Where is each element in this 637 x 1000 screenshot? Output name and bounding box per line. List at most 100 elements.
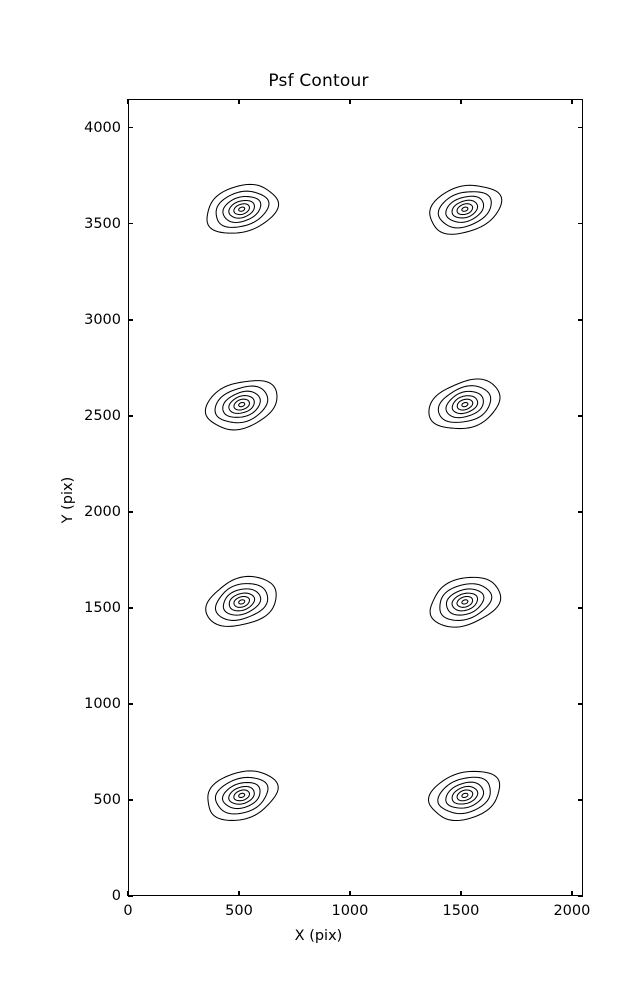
contour-ring bbox=[214, 583, 269, 621]
contour-ring bbox=[215, 190, 270, 228]
y-tick-label: 3500 bbox=[84, 215, 121, 232]
contour-ring bbox=[205, 575, 277, 627]
x-tick-label: 1500 bbox=[442, 903, 480, 919]
contour-ring bbox=[456, 398, 474, 411]
x-tick-mark bbox=[460, 891, 462, 896]
y-tick-mark-right bbox=[578, 703, 583, 705]
x-tick-mark bbox=[349, 891, 351, 896]
contour-ring bbox=[429, 184, 503, 235]
y-tick-label: 2500 bbox=[84, 407, 121, 424]
contour-ring bbox=[222, 588, 262, 616]
contour-ring bbox=[222, 390, 261, 418]
contour-ring bbox=[456, 595, 474, 608]
y-tick-mark bbox=[128, 511, 133, 513]
psf-contour-cluster bbox=[429, 576, 502, 628]
psf-contour-cluster bbox=[206, 183, 280, 234]
contour-ring bbox=[437, 385, 492, 423]
x-tick-mark-top bbox=[571, 99, 573, 104]
contour-ring bbox=[461, 599, 469, 605]
y-tick-mark bbox=[128, 895, 133, 897]
chart-title: Psf Contour bbox=[268, 71, 369, 91]
x-tick-mark-top bbox=[127, 99, 129, 104]
y-tick-mark-right bbox=[578, 223, 583, 225]
x-tick-mark-top bbox=[349, 99, 351, 104]
x-tick-label: 1000 bbox=[331, 903, 369, 919]
y-tick-mark bbox=[128, 223, 133, 225]
psf-contour-cluster bbox=[428, 770, 501, 822]
y-tick-label: 4000 bbox=[84, 119, 121, 136]
x-tick-label: 0 bbox=[123, 903, 133, 919]
contour-ring bbox=[233, 398, 250, 411]
y-tick-label: 0 bbox=[111, 888, 121, 904]
contour-ring bbox=[445, 195, 485, 223]
contour-ring bbox=[238, 206, 246, 212]
contour-ring bbox=[238, 599, 246, 605]
contour-ring bbox=[461, 792, 469, 799]
contour-ring bbox=[233, 595, 251, 608]
contour-ring bbox=[207, 770, 279, 821]
y-tick-label: 2000 bbox=[84, 503, 121, 520]
contour-ring bbox=[461, 206, 469, 212]
x-tick-mark bbox=[571, 891, 573, 896]
y-tick-label: 1500 bbox=[84, 599, 121, 616]
contour-ring bbox=[233, 789, 251, 802]
contour-ring bbox=[204, 380, 278, 431]
y-tick-mark-right bbox=[578, 799, 583, 801]
y-tick-label: 3000 bbox=[84, 311, 121, 328]
contour-ring bbox=[451, 395, 479, 415]
y-tick-mark bbox=[128, 799, 133, 801]
y-tick-mark bbox=[128, 703, 133, 705]
contour-ring bbox=[221, 781, 261, 810]
contour-ring bbox=[238, 401, 246, 408]
psf-contour-cluster bbox=[428, 378, 501, 430]
contour-ring bbox=[233, 203, 250, 216]
contour-ring bbox=[437, 191, 492, 229]
contour-ring bbox=[228, 785, 255, 805]
contour-ring bbox=[451, 785, 479, 805]
x-tick-mark-top bbox=[460, 99, 462, 104]
contour-ring bbox=[428, 770, 501, 822]
y-tick-mark-right bbox=[578, 607, 583, 609]
contour-ring bbox=[228, 199, 255, 219]
psf-contour-cluster bbox=[207, 770, 279, 821]
psf-contour-cluster bbox=[429, 184, 503, 235]
y-axis-label: Y (pix) bbox=[60, 476, 76, 524]
contour-ring bbox=[461, 401, 469, 408]
contour-ring bbox=[437, 776, 491, 815]
y-tick-label: 1000 bbox=[84, 695, 121, 712]
contour-ring bbox=[456, 789, 474, 802]
y-tick-mark bbox=[128, 607, 133, 609]
contour-plot-area bbox=[204, 183, 503, 822]
y-tick-mark bbox=[128, 319, 133, 321]
contour-ring bbox=[206, 183, 280, 234]
y-axis-label-wrapper: Y (pix) bbox=[48, 0, 88, 1000]
x-tick-label: 500 bbox=[225, 903, 253, 919]
y-tick-label: 500 bbox=[93, 791, 121, 808]
x-tick-mark bbox=[238, 891, 240, 896]
y-tick-mark bbox=[128, 127, 133, 129]
y-tick-mark-right bbox=[578, 127, 583, 129]
contour-ring bbox=[445, 390, 484, 419]
y-tick-mark-right bbox=[578, 319, 583, 321]
contour-ring bbox=[228, 395, 255, 414]
plot-axes-frame bbox=[128, 99, 583, 896]
psf-contour-cluster bbox=[205, 575, 277, 627]
x-axis-label: X (pix) bbox=[294, 928, 343, 944]
contour-ring bbox=[451, 199, 479, 219]
contour-ring bbox=[222, 196, 262, 223]
y-tick-mark bbox=[128, 415, 133, 417]
y-tick-mark-right bbox=[578, 415, 583, 417]
y-tick-mark-right bbox=[578, 895, 583, 897]
contour-ring bbox=[428, 378, 501, 430]
contour-ring bbox=[439, 583, 493, 621]
contour-ring bbox=[214, 776, 269, 815]
contour-ring bbox=[456, 203, 474, 216]
x-tick-mark bbox=[127, 891, 129, 896]
contour-ring bbox=[451, 592, 479, 612]
contour-ring bbox=[228, 592, 256, 612]
y-tick-mark-right bbox=[578, 511, 583, 513]
psf-contour-cluster bbox=[204, 380, 278, 431]
contour-ring bbox=[445, 781, 485, 809]
contour-ring bbox=[214, 385, 269, 424]
